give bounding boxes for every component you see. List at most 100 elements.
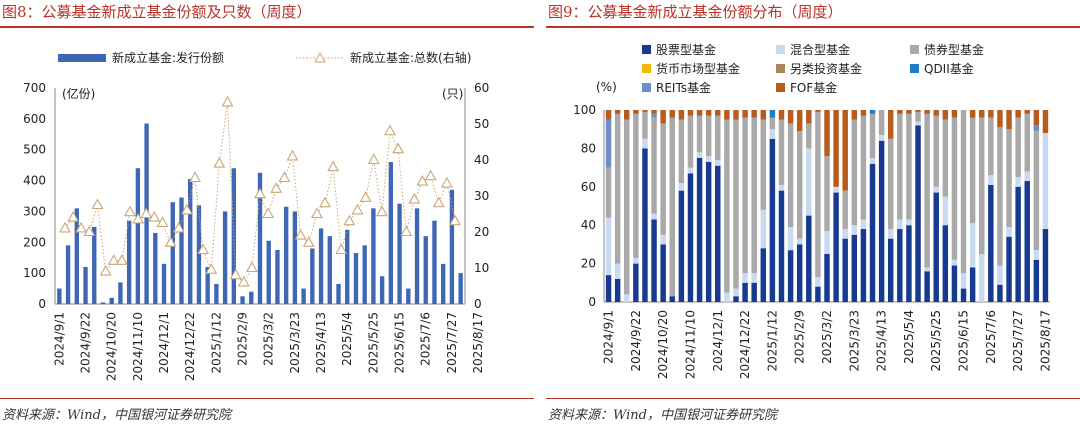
stacked-bar-segment [824,230,830,254]
y-tick-label: 0 [588,295,596,309]
stacked-bar-segment [1006,236,1012,302]
y-tick-label: 20 [581,257,596,271]
line-marker-fund-count [83,225,96,237]
x-tick-label: 2025/5/25 [366,312,380,374]
stacked-bar-segment [924,110,930,114]
y-tick-label-left: 700 [23,81,46,95]
stacked-bar-segment [806,110,812,124]
stacked-bar-segment [897,113,903,220]
stacked-bar-segment [851,225,858,235]
x-tick-label: 2025/2/9 [236,312,250,366]
right-title-rule [546,26,1080,28]
stacked-bar-segment [997,110,1003,128]
stacked-bar-segment [869,113,876,158]
stacked-bar-segment [969,110,976,118]
stacked-bar-segment [979,254,985,302]
stacked-bar-segment [742,282,748,302]
line-marker-fund-count [99,264,112,276]
x-tick-label: 2025/8/17 [1038,310,1052,372]
stacked-bar-segment [851,110,858,120]
stacked-bar-segment [815,286,821,302]
bar-issuance [74,208,79,304]
line-marker-fund-count [67,210,80,222]
x-tick-label: 2024/12/1 [711,310,725,372]
line-marker-fund-count [432,196,445,208]
line-marker-fund-count [302,236,315,247]
stacked-bar-segment [669,117,675,297]
y-tick-label: 80 [581,141,596,155]
stacked-bar-segment [869,158,876,164]
stacked-bar-segment [824,254,830,302]
stacked-bar-segment [815,110,821,112]
stacked-bar-segment [760,248,767,302]
line-marker-fund-count [400,225,413,237]
bar-issuance [397,203,402,304]
x-tick-label: 2025/3/23 [288,312,302,374]
line-marker-fund-count [327,160,340,172]
x-tick-label: 2024/11/10 [684,310,698,379]
stacked-bar-segment [824,110,830,157]
stacked-bar-segment [642,148,648,302]
stacked-bar-segment [614,263,621,279]
line-marker-fund-count [440,176,453,188]
bar-issuance [283,206,289,304]
bar-issuance [327,236,332,304]
stacked-bar-segment [715,159,721,166]
stacked-bar-segment [979,117,985,255]
stacked-bar-segment [915,121,921,126]
stacked-bar-segment [997,265,1003,285]
bar-issuance [275,250,280,304]
stacked-bar-segment [933,192,939,302]
legend-label-bar: 新成立基金:发行份额 [112,50,224,65]
line-marker-fund-count [75,221,88,233]
bar-issuance [449,189,455,304]
stacked-bar-segment [1006,110,1012,130]
legend-label: 债券型基金 [924,42,984,57]
bar-issuance [153,233,158,304]
stacked-bar-segment [787,110,794,124]
line-marker-fund-count [408,192,421,204]
stacked-bar-segment [924,267,930,272]
x-tick-label: 2025/5/25 [929,310,943,372]
y-tick-label-right: 30 [474,189,489,203]
stacked-bar-segment [833,110,839,187]
legend-label: FOF基金 [790,80,837,95]
y-tick-label-left: 500 [23,143,46,157]
line-marker-fund-count [124,205,136,217]
stacked-bar-segment [1033,131,1040,251]
y-axis-unit-left: (亿份) [62,86,95,101]
line-marker-fund-count [367,153,380,165]
bar-issuance [388,162,394,304]
stacked-bar-segment [678,119,685,183]
legend-swatch [642,45,651,54]
stacked-bar-segment [678,190,685,302]
stacked-bar-segment [1042,229,1049,302]
stacked-bar-segment [614,113,621,264]
stacked-bar-segment [887,238,894,302]
stacked-bar-segment [951,265,958,302]
y-tick-label-right: 50 [474,117,489,131]
stacked-bar-segment [660,234,666,245]
stacked-bar-segment [887,110,894,139]
x-tick-label: 2024/11/10 [131,312,145,381]
stacked-bar-segment [915,111,921,122]
legend-marker-line [314,51,326,63]
bar-issuance [126,220,132,304]
stacked-bar-segment [633,113,639,258]
bar-issuance [301,288,306,304]
stacked-bar-segment [969,267,976,302]
stacked-bar-segment [1024,110,1030,114]
stacked-bar-segment [960,288,967,302]
stacked-bar-segment [633,263,639,302]
line-marker-fund-count [278,171,291,183]
bar-issuance [179,197,184,304]
stacked-bar-segment [1015,186,1021,302]
x-tick-label: 2024/9/1 [52,312,66,366]
stacked-bar-segment [1024,171,1030,182]
bar-issuance [222,211,228,304]
stacked-bar-segment [906,225,912,302]
x-tick-label: 2024/9/22 [79,312,93,374]
x-tick-label: 2025/7/6 [984,310,998,364]
stacked-bar-segment [715,115,721,160]
line-marker-fund-count [449,214,461,226]
